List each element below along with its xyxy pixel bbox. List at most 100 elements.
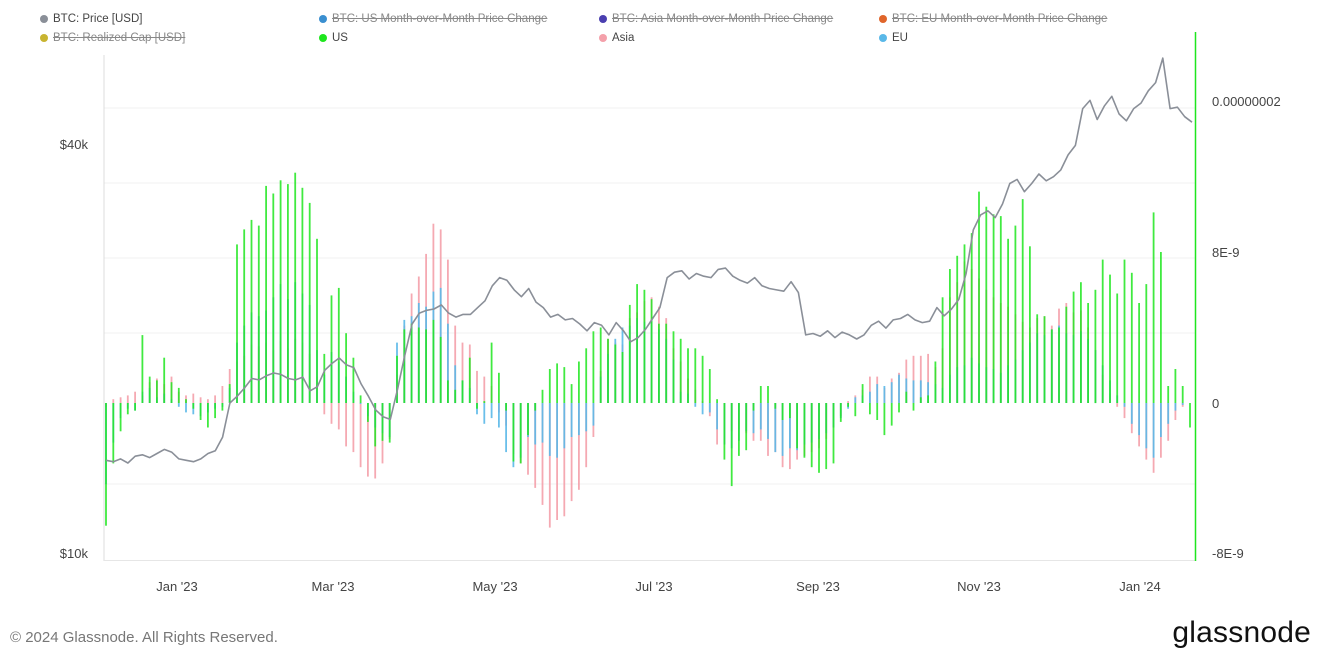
- bar-us: [607, 338, 609, 403]
- bar-eu: [1145, 403, 1148, 449]
- bar-us: [578, 361, 580, 403]
- bar-eu: [177, 403, 180, 407]
- bar-us: [992, 214, 995, 404]
- bar-us: [316, 238, 318, 403]
- bar-eu: [498, 403, 500, 428]
- bar-us: [1123, 259, 1126, 403]
- bar-us: [468, 357, 471, 403]
- bar-us: [1029, 246, 1031, 403]
- right-tick-label: 8E-9: [1212, 245, 1239, 260]
- bar-us: [796, 403, 798, 449]
- x-tick-label: Sep '23: [796, 579, 840, 594]
- bar-us: [476, 403, 478, 409]
- legend-item-asia-mom[interactable]: BTC: Asia Month-over-Month Price Change: [599, 13, 833, 25]
- legend-item-eu[interactable]: EU: [879, 32, 908, 44]
- bar-us: [585, 348, 588, 403]
- bar-eu: [869, 391, 871, 403]
- bar-us: [847, 403, 849, 407]
- bar-us: [352, 357, 355, 403]
- bar-eu: [534, 403, 537, 445]
- bar-eu: [927, 382, 929, 403]
- bar-us: [694, 348, 697, 403]
- legend-label: Asia: [612, 32, 635, 44]
- bar-us: [999, 216, 1002, 403]
- bar-eu: [708, 403, 711, 413]
- bar-us: [563, 367, 566, 403]
- bar-us: [221, 403, 224, 411]
- bar-us: [832, 403, 835, 464]
- bar-asia: [541, 403, 544, 505]
- bar-us: [1021, 199, 1024, 403]
- bar-us: [621, 352, 624, 403]
- bar-us: [985, 206, 988, 403]
- bar-us: [1101, 259, 1104, 403]
- bar-us: [388, 403, 391, 443]
- bar-us: [541, 389, 544, 403]
- bar-us: [1160, 252, 1162, 403]
- legend-item-us[interactable]: US: [319, 32, 348, 44]
- bar-asia: [912, 355, 915, 403]
- bar-asia: [330, 403, 333, 424]
- bar-us: [432, 319, 435, 403]
- bar-eu: [752, 403, 755, 434]
- legend-item-us-mom[interactable]: BTC: US Month-over-Month Price Change: [319, 13, 547, 25]
- bar-us: [1145, 284, 1148, 403]
- bar-us: [745, 403, 748, 451]
- bar-us: [461, 380, 464, 403]
- bar-asia: [345, 403, 347, 447]
- legend-dot-icon: [319, 34, 327, 42]
- bar-asia: [1174, 403, 1177, 420]
- legend-item-eu-mom[interactable]: BTC: EU Month-over-Month Price Change: [879, 13, 1107, 25]
- bar-us: [359, 395, 362, 403]
- bar-us: [243, 229, 246, 403]
- bar-us: [614, 344, 617, 403]
- bar-us: [956, 255, 959, 403]
- bar-asia: [207, 399, 209, 403]
- bar-us: [1174, 369, 1177, 403]
- bar-us: [970, 233, 973, 403]
- bar-us: [505, 403, 507, 411]
- gridlines: [104, 107, 1195, 485]
- bar-us: [425, 329, 427, 403]
- legend-item-asia[interactable]: Asia: [599, 32, 634, 44]
- bar-eu: [694, 403, 697, 407]
- bar-us: [839, 403, 842, 422]
- bar-us: [1080, 282, 1082, 403]
- bar-eu: [483, 403, 486, 424]
- bar-eu: [563, 403, 566, 449]
- bar-us: [650, 299, 653, 403]
- price-line: [105, 57, 1193, 464]
- bar-us: [374, 403, 377, 447]
- bar-asia: [221, 386, 224, 403]
- x-tick-label: Jan '24: [1119, 579, 1161, 594]
- bar-eu: [1152, 403, 1155, 458]
- bar-eu: [919, 380, 922, 403]
- legend-dot-icon: [40, 15, 48, 23]
- bar-us: [345, 333, 347, 403]
- legend-item-btc-price[interactable]: BTC: Price [USD]: [40, 13, 142, 25]
- bar-us: [1007, 238, 1009, 403]
- bar-eu: [585, 403, 588, 432]
- bar-eu: [578, 403, 580, 436]
- bar-asia: [359, 403, 362, 468]
- bar-eu: [854, 397, 857, 403]
- bar-us: [1072, 291, 1075, 403]
- bar-asia: [323, 403, 326, 415]
- bar-us: [148, 376, 151, 403]
- bar-eu: [490, 403, 493, 419]
- bar-us: [265, 185, 267, 403]
- bar-us: [759, 386, 762, 403]
- bar-us: [410, 323, 413, 403]
- bar-eu: [1138, 403, 1140, 436]
- bar-us: [643, 289, 646, 404]
- bar-us: [207, 403, 209, 428]
- bar-us: [556, 363, 558, 403]
- bar-us: [214, 403, 216, 419]
- bar-us: [934, 361, 937, 403]
- legend-dot-icon: [599, 15, 607, 23]
- bar-us: [730, 403, 733, 487]
- bar-asia: [119, 397, 122, 403]
- legend-item-realized-cap[interactable]: BTC: Realized Cap [USD]: [40, 32, 185, 44]
- bar-us: [854, 403, 857, 417]
- bar-us: [818, 403, 820, 473]
